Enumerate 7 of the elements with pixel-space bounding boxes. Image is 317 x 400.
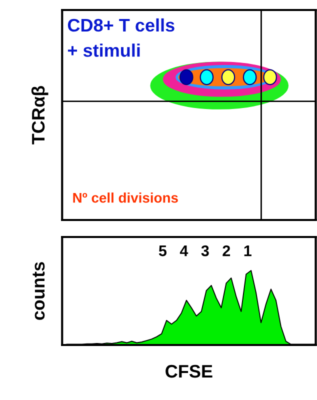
text: 5 4 3 2 1 — [158, 245, 252, 256]
y-axis-title: counts — [32, 262, 45, 320]
text: TCRαβ — [31, 86, 48, 144]
text: + stimuli — [68, 44, 140, 57]
x-axis-title: CFSE — [166, 364, 212, 378]
text: Nº cell divisions — [73, 192, 178, 203]
text: CD8+ T cells — [68, 18, 174, 32]
